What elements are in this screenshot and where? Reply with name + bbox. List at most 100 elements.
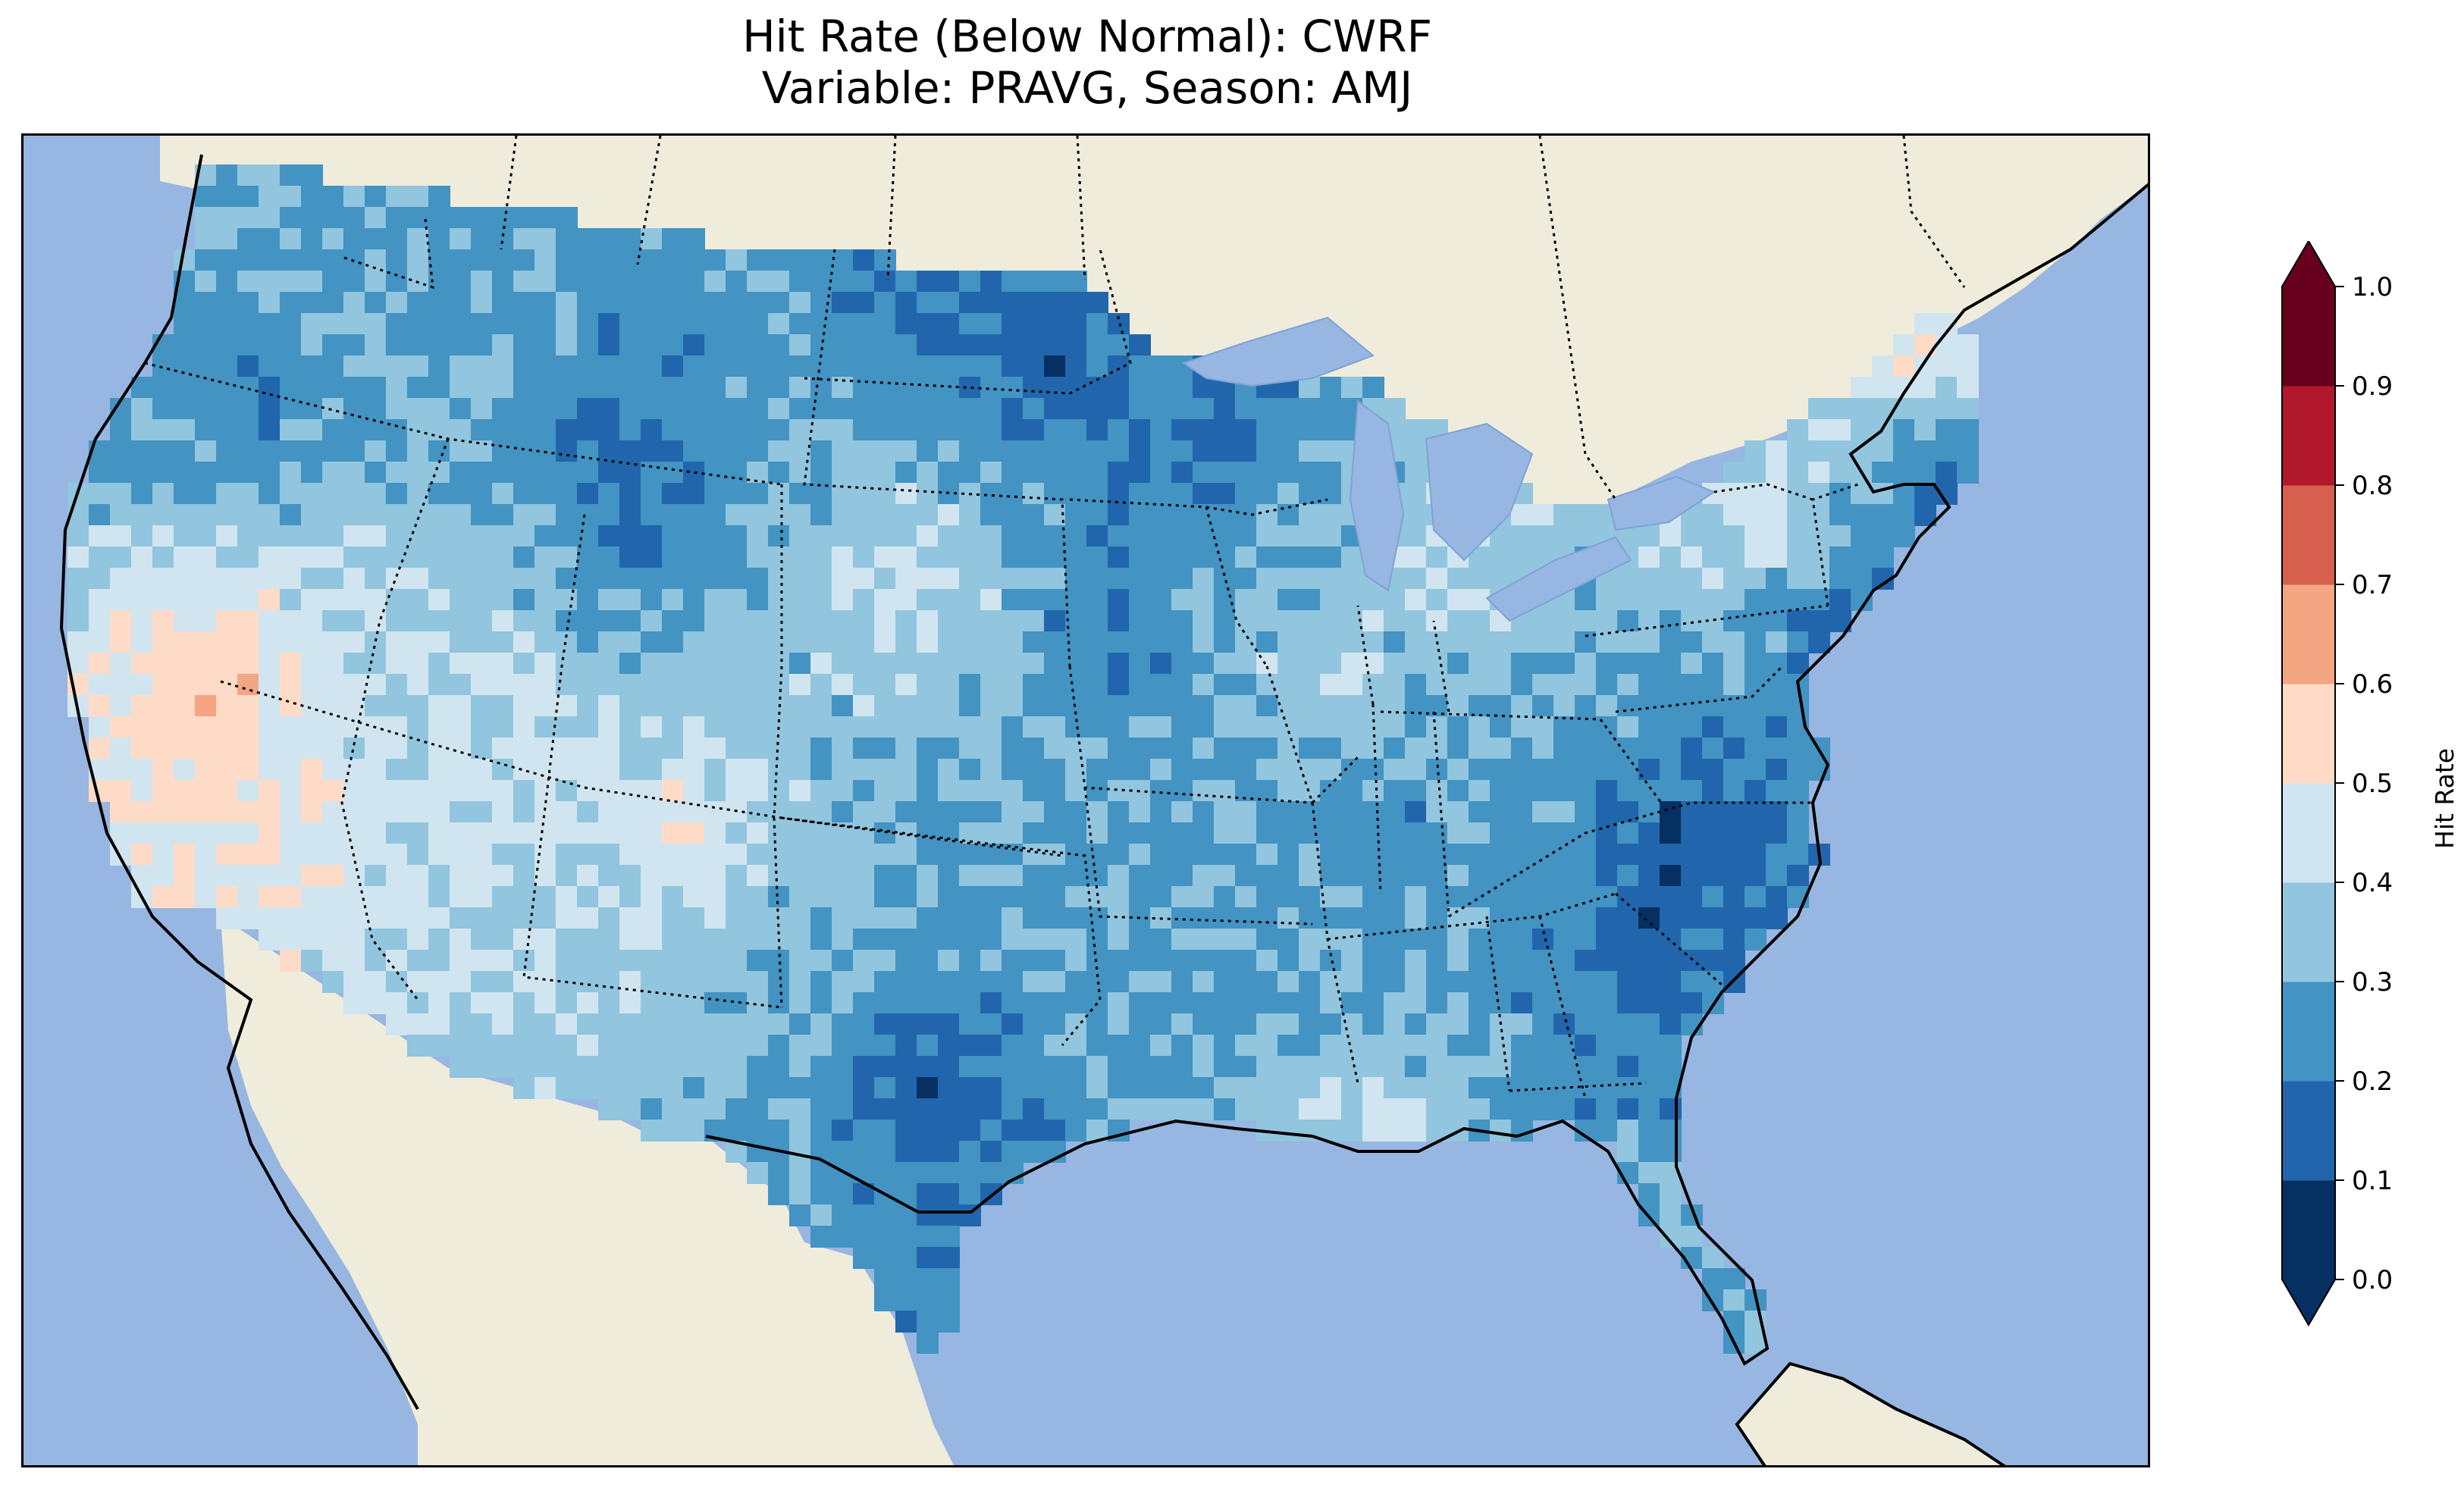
heatmap-cell — [959, 1013, 981, 1035]
heatmap-cell — [131, 716, 153, 738]
heatmap-cell — [1723, 1289, 1745, 1311]
heatmap-cell — [1044, 1077, 1066, 1099]
heatmap-cell — [1469, 1098, 1491, 1120]
heatmap-cell — [1447, 1013, 1469, 1035]
heatmap-cell — [1108, 1098, 1130, 1120]
heatmap-cell — [938, 1098, 960, 1120]
heatmap-cell — [174, 462, 196, 484]
heatmap-cell — [1277, 419, 1299, 441]
heatmap-cell — [1851, 547, 1873, 568]
heatmap-cell — [365, 653, 387, 675]
heatmap-cell — [810, 865, 832, 887]
heatmap-cell — [513, 1035, 535, 1057]
heatmap-cell — [450, 568, 472, 590]
heatmap-cell — [662, 1077, 684, 1099]
heatmap-cell — [1532, 610, 1554, 632]
heatmap-cell — [704, 1013, 726, 1035]
heatmap-cell — [1320, 631, 1342, 653]
heatmap-cell — [1660, 547, 1682, 568]
heatmap-cell — [513, 1056, 535, 1078]
heatmap-cell — [1405, 525, 1427, 547]
heatmap-cell — [471, 653, 493, 675]
heatmap-cell — [471, 207, 493, 229]
heatmap-cell — [1362, 907, 1384, 929]
heatmap-cell — [428, 377, 450, 399]
heatmap-cell — [874, 950, 896, 972]
heatmap-cell — [768, 568, 790, 590]
heatmap-cell — [789, 271, 811, 293]
heatmap-cell — [959, 780, 981, 802]
heatmap-cell — [980, 398, 1002, 420]
heatmap-cell — [1086, 483, 1108, 505]
heatmap-cell — [343, 971, 365, 993]
heatmap-cell — [1256, 440, 1278, 462]
heatmap-cell — [1086, 759, 1108, 781]
heatmap-cell — [1405, 568, 1427, 590]
heatmap-cell — [1617, 1056, 1639, 1078]
heatmap-cell — [1235, 1098, 1257, 1120]
heatmap-cell — [598, 1098, 620, 1120]
heatmap-cell — [1044, 716, 1066, 738]
heatmap-cell — [1447, 610, 1469, 632]
heatmap-cell — [938, 1247, 960, 1269]
heatmap-cell — [195, 631, 217, 653]
heatmap-cell — [492, 1013, 514, 1035]
heatmap-cell — [1681, 547, 1703, 568]
heatmap-cell — [1214, 525, 1236, 547]
heatmap-cell — [534, 271, 556, 293]
heatmap-cell — [704, 1056, 726, 1078]
heatmap-cell — [1638, 1013, 1660, 1035]
heatmap-cell — [1893, 419, 1915, 441]
heatmap-cell — [917, 1183, 939, 1205]
heatmap-cell — [280, 631, 302, 653]
heatmap-cell — [768, 377, 790, 399]
heatmap-cell — [768, 780, 790, 802]
heatmap-cell — [1023, 1098, 1045, 1120]
heatmap-cell — [1596, 610, 1618, 632]
heatmap-cell — [1023, 674, 1045, 696]
heatmap-cell — [662, 271, 684, 293]
heatmap-cell — [534, 377, 556, 399]
heatmap-cell — [1511, 631, 1533, 653]
heatmap-cell — [322, 907, 344, 929]
heatmap-cell — [1532, 738, 1554, 760]
heatmap-cell — [386, 822, 408, 844]
heatmap-cell — [1320, 525, 1342, 547]
heatmap-cell — [853, 865, 875, 887]
heatmap-cell — [1129, 631, 1151, 653]
heatmap-cell — [1575, 950, 1597, 972]
heatmap-cell — [259, 844, 281, 866]
heatmap-cell — [450, 886, 472, 908]
heatmap-cell — [1023, 780, 1045, 802]
heatmap-cell — [1150, 695, 1172, 717]
heatmap-cell — [195, 844, 217, 866]
heatmap-cell — [747, 950, 769, 972]
heatmap-cell — [726, 483, 748, 505]
heatmap-cell — [895, 1162, 917, 1184]
heatmap-cell — [853, 929, 875, 951]
heatmap-cell — [1320, 1098, 1342, 1120]
heatmap-cell — [768, 1183, 790, 1205]
heatmap-cell — [641, 228, 663, 250]
heatmap-cell — [1320, 971, 1342, 993]
heatmap-cell — [577, 674, 599, 696]
heatmap-cell — [1235, 886, 1257, 908]
heatmap-cell — [1086, 865, 1108, 887]
heatmap-cell — [216, 355, 238, 377]
heatmap-cell — [641, 907, 663, 929]
heatmap-cell — [959, 759, 981, 781]
heatmap-cell — [259, 207, 281, 229]
heatmap-cell — [195, 568, 217, 590]
heatmap-cell — [1405, 1056, 1427, 1078]
heatmap-cell — [938, 886, 960, 908]
heatmap-cell — [917, 653, 939, 675]
heatmap-cell — [1150, 780, 1172, 802]
heatmap-cell — [577, 483, 599, 505]
heatmap-cell — [1171, 1013, 1193, 1035]
heatmap-cell — [1638, 886, 1660, 908]
heatmap-cell — [534, 525, 556, 547]
heatmap-cell — [959, 589, 981, 611]
heatmap-cell — [980, 440, 1002, 462]
heatmap-cell — [980, 1035, 1002, 1057]
heatmap-cell — [1086, 631, 1108, 653]
